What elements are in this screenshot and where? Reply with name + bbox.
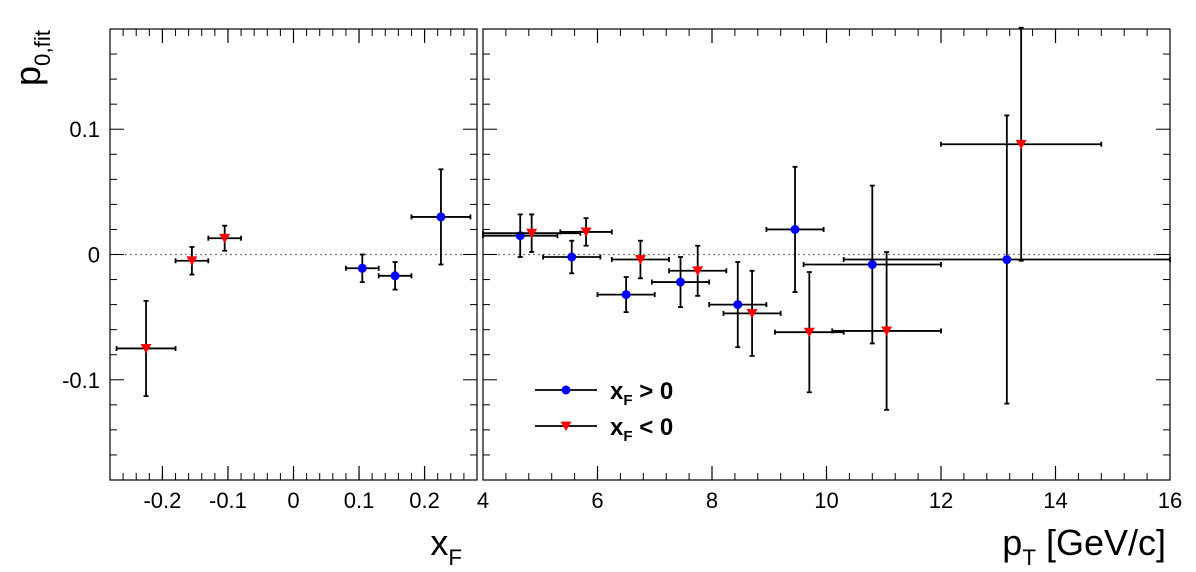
data-point-xf-0-2 xyxy=(410,168,472,266)
data-point-pt-0-6 xyxy=(802,184,942,345)
x-tick-label-pt: 8 xyxy=(706,488,718,513)
circle-marker xyxy=(621,290,631,300)
triangle-marker xyxy=(881,326,893,336)
y-tick-label: 0.1 xyxy=(69,117,100,142)
x-axis-label-pt-main: p xyxy=(1002,522,1022,563)
legend-label-main: x xyxy=(610,378,624,405)
axis-ticks: -0.2 -0.1 0 0.1 0.2 4 6 8 10 12 14 16 -0.1 0 0.1 xyxy=(62,29,1182,513)
legend-triangle-marker xyxy=(560,421,572,431)
legend-label: xF > 0 xyxy=(610,378,673,409)
x-tick-label-pt: 16 xyxy=(1158,488,1182,513)
data-point-pt-0-5 xyxy=(765,165,825,293)
circle-marker xyxy=(867,260,877,270)
data-point-xf-0-0 xyxy=(345,253,380,283)
data-point-pt-1-1 xyxy=(559,217,613,247)
data-point-pt-0-1 xyxy=(542,239,602,275)
triangle-marker xyxy=(186,256,198,266)
triangle-marker xyxy=(580,227,592,237)
data-point-pt-0-7 xyxy=(842,114,1171,405)
legend-label-rest: < 0 xyxy=(633,414,674,441)
circle-marker xyxy=(357,263,367,273)
circle-marker xyxy=(390,271,400,281)
y-tick-label: -0.1 xyxy=(62,368,100,393)
legend-label: xF < 0 xyxy=(610,414,673,445)
panel-frame-pt xyxy=(482,28,1171,481)
legend-label-rest: > 0 xyxy=(633,378,674,405)
legend-label-main: x xyxy=(610,414,624,441)
data-point-xf-1-1 xyxy=(174,246,210,276)
circle-marker xyxy=(567,252,577,262)
circle-marker xyxy=(1002,255,1012,265)
x-axis-label-xf: xF xyxy=(430,522,462,570)
triangle-marker xyxy=(140,344,152,354)
legend-entry-1: xF < 0 xyxy=(535,414,673,445)
data-point-pt-1-4 xyxy=(722,269,782,357)
data-point-pt-1-7 xyxy=(940,26,1103,262)
data-point-pt-0-2 xyxy=(596,276,656,314)
x-axis-label-pt-rest: [GeV/c] xyxy=(1036,522,1166,563)
legend-label-sub: F xyxy=(623,392,632,409)
x-axis-label-pt-sub: T xyxy=(1022,545,1036,570)
circle-marker xyxy=(790,224,800,234)
circle-marker xyxy=(436,212,446,222)
x-axis-label-pt: pT [GeV/c] xyxy=(1002,522,1166,570)
x-tick-label-xf: -0.1 xyxy=(209,488,247,513)
x-axis-label-xf-sub: F xyxy=(448,545,462,570)
x-tick-label-xf: 0 xyxy=(287,488,299,513)
data-point-pt-1-5 xyxy=(774,271,845,394)
triangle-marker xyxy=(219,233,231,244)
data-point-pt-1-2 xyxy=(610,239,670,280)
circle-marker xyxy=(733,300,743,310)
triangle-marker xyxy=(803,327,815,338)
x-tick-label-pt: 10 xyxy=(814,488,838,513)
x-axis-label-xf-main: x xyxy=(430,522,448,563)
triangle-marker xyxy=(1015,139,1027,150)
data-point-xf-1-0 xyxy=(115,299,177,397)
triangle-marker xyxy=(526,228,538,239)
x-tick-label-pt: 12 xyxy=(929,488,953,513)
x-tick-label-pt: 4 xyxy=(477,488,489,513)
y-axis-label-sub: 0,fit xyxy=(30,29,55,66)
triangle-marker xyxy=(746,308,758,319)
x-tick-label-xf: -0.2 xyxy=(143,488,181,513)
data-point-pt-1-3 xyxy=(668,244,728,297)
x-tick-label-xf: 0.2 xyxy=(409,488,440,513)
legend-entry-0: xF > 0 xyxy=(535,378,673,409)
data-point-pt-0-0 xyxy=(482,213,559,258)
legend-circle-marker xyxy=(561,385,571,395)
circle-marker xyxy=(676,277,686,287)
x-tick-label-xf: 0.1 xyxy=(344,488,375,513)
legend: xF > 0xF < 0 xyxy=(535,378,673,445)
data-point-pt-0-3 xyxy=(650,256,711,309)
axis-labels: xF pT [GeV/c]p0,fit xyxy=(7,29,1166,570)
triangle-marker xyxy=(692,266,704,276)
data-point-xf-0-1 xyxy=(377,261,413,291)
x-tick-label-pt: 14 xyxy=(1043,488,1067,513)
data-point-xf-1-2 xyxy=(207,224,242,252)
data-points xyxy=(115,26,1171,411)
data-point-pt-0-4 xyxy=(708,261,768,349)
legend-label-sub: F xyxy=(623,428,632,445)
y-axis-label: p0,fit xyxy=(7,29,55,86)
x-tick-label-pt: 6 xyxy=(591,488,603,513)
data-point-pt-1-0 xyxy=(482,213,582,253)
y-tick-label: 0 xyxy=(88,243,100,268)
y-axis-label-main: p xyxy=(7,66,48,86)
data-point-pt-1-6 xyxy=(831,251,942,411)
triangle-marker xyxy=(634,255,646,265)
